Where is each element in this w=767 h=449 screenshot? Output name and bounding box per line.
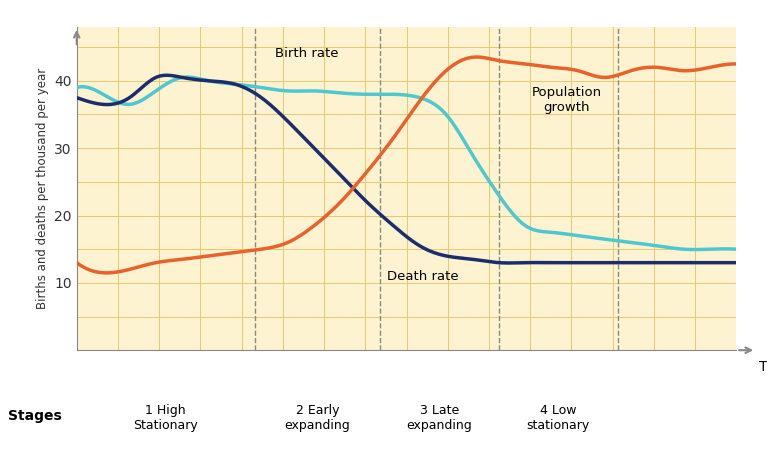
Text: 1 High
Stationary: 1 High Stationary: [133, 404, 198, 432]
Text: Death rate: Death rate: [387, 269, 459, 282]
Text: Birth rate: Birth rate: [275, 47, 338, 60]
Text: Population
growth: Population growth: [532, 86, 602, 114]
Text: Stages: Stages: [8, 409, 61, 423]
Text: Time: Time: [759, 360, 767, 374]
Text: 4 Low
stationary: 4 Low stationary: [527, 404, 590, 432]
Text: 3 Late
expanding: 3 Late expanding: [407, 404, 472, 432]
Y-axis label: Births and deaths per thousand per year: Births and deaths per thousand per year: [35, 68, 48, 309]
Text: 2 Early
expanding: 2 Early expanding: [285, 404, 351, 432]
